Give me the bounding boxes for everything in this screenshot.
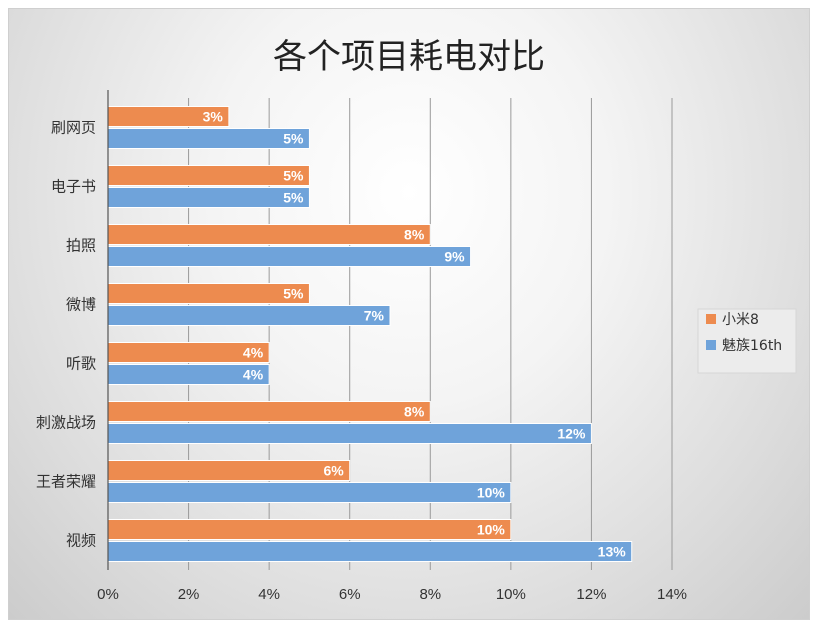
- legend-swatch: [706, 340, 716, 350]
- bar: [107, 283, 310, 304]
- data-label: 4%: [243, 345, 264, 361]
- bars: 3% 5% 5% 5% 8% 9% 5% 7% 4% 4% 8% 12% 6% 10% 10% 13%: [107, 106, 633, 562]
- data-label: 3%: [203, 109, 224, 125]
- bar: [107, 128, 310, 149]
- bar: [107, 482, 512, 503]
- category-label: 刺激战场: [36, 414, 96, 432]
- bar: [107, 246, 472, 267]
- legend: 小米8 魅族16th: [697, 308, 797, 374]
- category-label: 拍照: [66, 237, 96, 255]
- x-tick-label: 12%: [576, 586, 606, 603]
- bar: [107, 460, 351, 481]
- legend-label: 魅族16th: [722, 338, 782, 354]
- legend-label: 小米8: [722, 312, 759, 328]
- data-label: 8%: [404, 227, 425, 243]
- data-label: 5%: [283, 190, 304, 206]
- data-label: 5%: [283, 131, 304, 147]
- x-tick-label: 6%: [339, 586, 361, 603]
- axes: 0% 2% 4% 6% 8% 10% 12% 14% 刷网页电子书拍照微博听歌刺激战场王者荣耀视…: [36, 90, 687, 603]
- bar: [107, 423, 592, 444]
- category-label: 电子书: [51, 178, 96, 196]
- x-tick-label: 14%: [657, 586, 687, 603]
- category-label: 视频: [66, 532, 96, 550]
- bar: [107, 519, 512, 540]
- data-label: 5%: [283, 286, 304, 302]
- x-tick-label: 2%: [178, 586, 200, 603]
- data-label: 12%: [557, 426, 586, 442]
- bar: [107, 224, 431, 245]
- bar: [107, 305, 391, 326]
- chart-title: 各个项目耗电对比: [273, 37, 545, 77]
- category-label: 微博: [66, 296, 96, 314]
- data-label: 5%: [283, 168, 304, 184]
- data-label: 10%: [477, 485, 506, 501]
- legend-swatch: [706, 314, 716, 324]
- data-label: 10%: [477, 522, 506, 538]
- bar: [107, 165, 310, 186]
- bar: [107, 187, 310, 208]
- x-tick-label: 10%: [496, 586, 526, 603]
- x-tick-label: 0%: [97, 586, 119, 603]
- data-label: 7%: [364, 308, 385, 324]
- bar: [107, 541, 633, 562]
- category-label: 王者荣耀: [36, 473, 96, 491]
- bar: [107, 401, 431, 422]
- data-label: 13%: [598, 544, 627, 560]
- data-label: 9%: [444, 249, 465, 265]
- data-label: 4%: [243, 367, 264, 383]
- x-tick-label: 4%: [258, 586, 280, 603]
- data-label: 8%: [404, 404, 425, 420]
- category-label: 刷网页: [51, 119, 96, 137]
- data-label: 6%: [323, 463, 344, 479]
- category-label: 听歌: [66, 355, 96, 373]
- x-tick-label: 8%: [419, 586, 441, 603]
